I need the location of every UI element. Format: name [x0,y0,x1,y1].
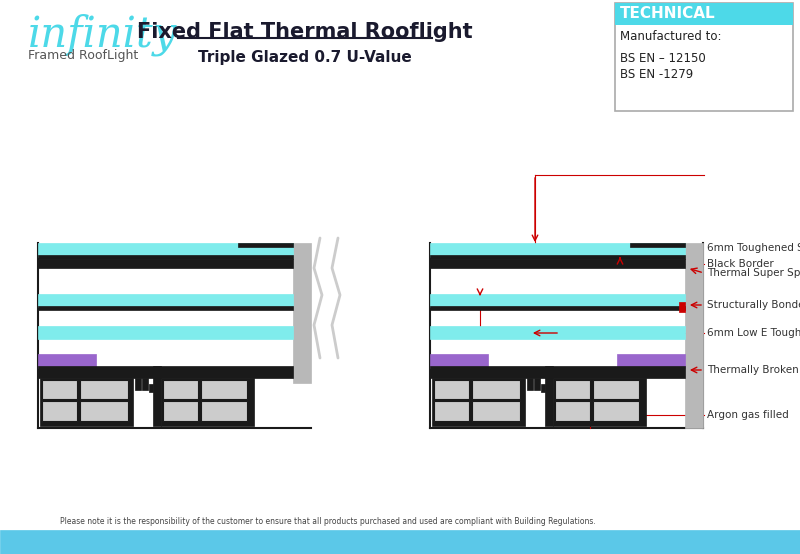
Bar [38,306,293,310]
Bar [430,243,685,257]
Text: Fixed Flat Thermal Rooflight: Fixed Flat Thermal Rooflight [137,22,473,42]
Bar [432,378,525,426]
Bar [42,380,77,399]
Bar [38,294,293,307]
Bar [615,3,793,25]
Bar [555,401,590,421]
Bar [149,384,153,392]
Bar [38,326,293,339]
Bar [238,243,293,247]
Bar [430,306,685,310]
Text: Triple Glazed 0.7 U-Value: Triple Glazed 0.7 U-Value [198,50,412,65]
Text: 6mm Toughened Safety Glass: 6mm Toughened Safety Glass [707,243,800,253]
Bar [434,401,469,421]
Bar [555,380,590,399]
Bar [0,530,800,554]
Bar [430,366,685,378]
Bar [679,302,685,312]
Text: Thermal Super Spacer: Thermal Super Spacer [707,268,800,278]
Bar [630,243,685,247]
Bar [38,366,293,378]
Text: Thermally Broken Aluminium Frame: Thermally Broken Aluminium Frame [707,365,800,375]
Bar [617,354,685,368]
Bar [201,380,247,399]
Text: infinity: infinity [28,14,178,57]
Text: Structurally Bonded Sealant: Structurally Bonded Sealant [707,300,800,310]
Text: BS EN – 12150: BS EN – 12150 [620,52,706,64]
Bar [430,326,685,339]
Bar [527,378,533,390]
Bar [472,380,520,399]
Bar [430,255,685,259]
Bar [593,401,639,421]
Bar [161,378,254,426]
Bar [545,366,553,426]
Text: BS EN -1279: BS EN -1279 [620,68,694,80]
Bar [430,259,685,268]
Text: Argon gas filled: Argon gas filled [707,410,789,420]
Bar [40,378,133,426]
Bar [38,255,293,259]
Bar [434,380,469,399]
Bar [38,259,293,268]
Text: Please note it is the responsibility of the customer to ensure that all products: Please note it is the responsibility of … [60,516,596,526]
Bar [553,378,646,426]
Bar [685,243,703,428]
Bar [472,401,520,421]
Bar [38,354,96,368]
Bar [163,401,198,421]
Bar [80,380,128,399]
Text: Framed RoofLight: Framed RoofLight [28,49,138,61]
Text: Black Border: Black Border [707,259,774,269]
Bar [541,384,545,392]
Text: Manufactured to:: Manufactured to: [620,29,722,43]
Bar [615,3,793,111]
Bar [293,243,311,383]
Bar [593,380,639,399]
Bar [80,401,128,421]
Bar [42,401,77,421]
Bar [163,380,198,399]
Bar [430,294,685,307]
Text: TECHNICAL: TECHNICAL [620,7,716,22]
Bar [38,243,293,257]
Bar [201,401,247,421]
Bar [430,354,488,368]
Bar [534,378,540,390]
Text: 6mm Low E Toughened Safety Glass: 6mm Low E Toughened Safety Glass [707,328,800,338]
Bar [142,378,148,390]
Bar [135,378,141,390]
Bar [153,366,161,426]
